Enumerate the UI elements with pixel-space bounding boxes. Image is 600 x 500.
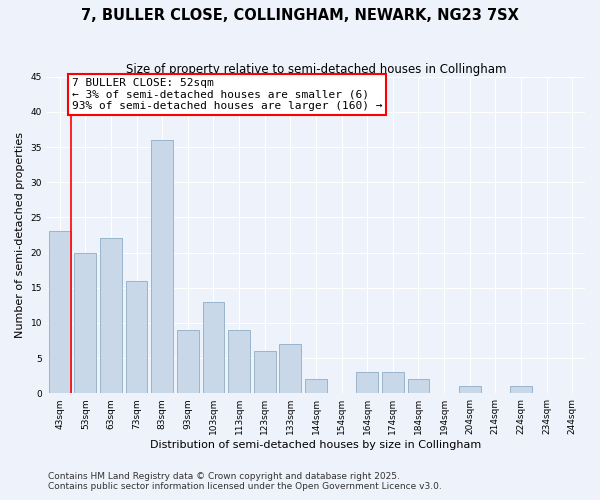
Bar	[177, 330, 199, 393]
Bar	[254, 351, 275, 393]
Y-axis label: Number of semi-detached properties: Number of semi-detached properties	[15, 132, 25, 338]
Bar	[228, 330, 250, 393]
Text: Contains HM Land Registry data © Crown copyright and database right 2025.
Contai: Contains HM Land Registry data © Crown c…	[48, 472, 442, 491]
Title: Size of property relative to semi-detached houses in Collingham: Size of property relative to semi-detach…	[126, 62, 506, 76]
Bar	[280, 344, 301, 393]
Bar	[203, 302, 224, 393]
Bar	[459, 386, 481, 393]
Text: 7, BULLER CLOSE, COLLINGHAM, NEWARK, NG23 7SX: 7, BULLER CLOSE, COLLINGHAM, NEWARK, NG2…	[81, 8, 519, 22]
Bar	[126, 280, 148, 393]
Bar	[407, 379, 430, 393]
Bar	[382, 372, 404, 393]
Bar	[100, 238, 122, 393]
Text: 7 BULLER CLOSE: 52sqm
← 3% of semi-detached houses are smaller (6)
93% of semi-d: 7 BULLER CLOSE: 52sqm ← 3% of semi-detac…	[72, 78, 382, 112]
Bar	[151, 140, 173, 393]
X-axis label: Distribution of semi-detached houses by size in Collingham: Distribution of semi-detached houses by …	[151, 440, 482, 450]
Bar	[356, 372, 378, 393]
Bar	[49, 232, 71, 393]
Bar	[74, 252, 96, 393]
Bar	[305, 379, 327, 393]
Bar	[510, 386, 532, 393]
